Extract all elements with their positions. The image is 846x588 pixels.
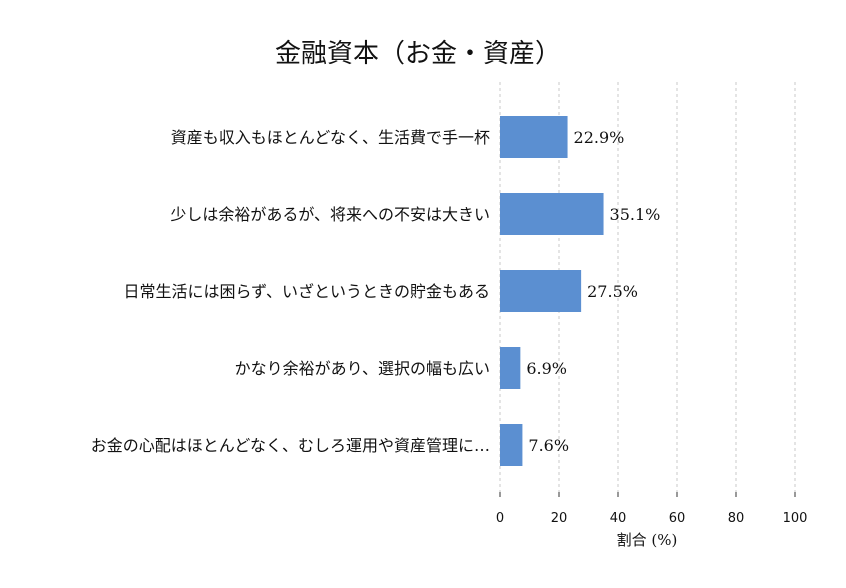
value-label: 35.1%	[610, 205, 661, 224]
category-labels: 資産も収入もほとんどなく、生活費で手一杯少しは余裕があるが、将来への不安は大きい…	[91, 128, 490, 455]
x-axis-label: 割合 (%)	[617, 531, 678, 549]
category-label: 資産も収入もほとんどなく、生活費で手一杯	[171, 128, 490, 147]
x-tick-label: 60	[669, 511, 686, 526]
value-label: 22.9%	[574, 128, 625, 147]
bar	[500, 347, 521, 389]
x-tick-label: 0	[496, 511, 504, 526]
value-label: 6.9%	[526, 359, 567, 378]
category-label: かなり余裕があり、選択の幅も広い	[235, 359, 490, 378]
value-labels: 22.9% 35.1% 27.5% 6.9% 7.6%	[526, 128, 660, 455]
category-label: 少しは余裕があるが、将来への不安は大きい	[170, 205, 490, 224]
x-tick-label: 80	[728, 511, 745, 526]
bar	[500, 424, 523, 466]
x-tick-label: 20	[551, 511, 568, 526]
bar	[500, 193, 604, 235]
x-tick-label: 40	[610, 511, 627, 526]
value-label: 27.5%	[587, 282, 638, 301]
value-label: 7.6%	[528, 436, 569, 455]
bars	[500, 116, 604, 466]
bar	[500, 270, 582, 312]
x-axis-ticks: 0 20 40 60 80 100	[496, 492, 808, 526]
chart-title: 金融資本（お金・資産）	[275, 39, 561, 69]
x-tick-label: 100	[783, 511, 808, 526]
category-label: お金の心配はほとんどなく、むしろ運用や資産管理に…	[91, 436, 490, 455]
bar	[500, 116, 568, 158]
category-label: 日常生活には困らず、いざというときの貯金もある	[123, 282, 490, 301]
